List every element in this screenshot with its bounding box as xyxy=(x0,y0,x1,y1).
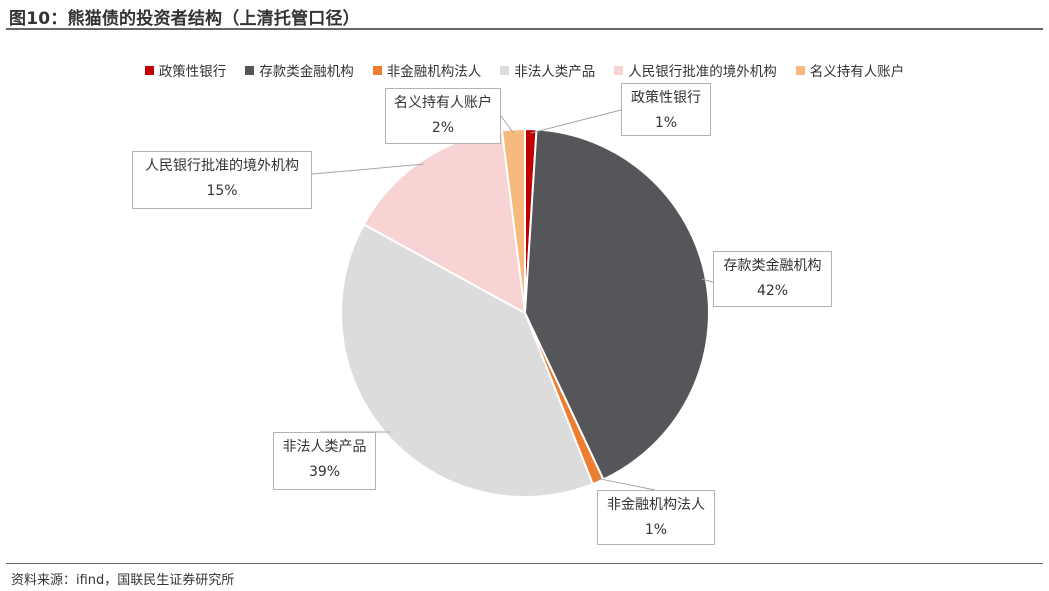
data-label-category: 政策性银行 xyxy=(631,90,701,106)
data-label-percent: 15% xyxy=(206,183,238,199)
legend-swatch xyxy=(245,65,255,75)
data-label-category: 非金融机构法人 xyxy=(607,497,705,513)
pie-slice xyxy=(500,128,526,314)
legend-label: 非金融机构法人 xyxy=(386,64,482,80)
legend-item: 非金融机构法人 xyxy=(372,60,482,80)
data-label-callout: 非法人类产品 39% xyxy=(273,432,376,490)
data-label-category: 存款类金融机构 xyxy=(723,258,822,274)
legend-item: 存款类金融机构 xyxy=(245,60,354,80)
legend-label: 存款类金融机构 xyxy=(259,64,354,80)
title-rule xyxy=(6,28,1043,30)
legend-swatch xyxy=(500,65,510,75)
data-label-category: 名义持有人账户 xyxy=(394,95,492,111)
legend-label: 政策性银行 xyxy=(158,64,227,80)
data-label-percent: 2% xyxy=(431,120,455,136)
source-rule xyxy=(6,563,1043,564)
legend-label: 人民银行批准的境外机构 xyxy=(628,64,777,80)
data-label-percent: 1% xyxy=(644,522,668,538)
data-label-callout: 名义持有人账户 2% xyxy=(385,88,501,144)
legend-item: 名义持有人账户 xyxy=(795,60,905,80)
legend-item: 政策性银行 xyxy=(144,60,227,80)
legend-item: 人民银行批准的境外机构 xyxy=(614,60,777,80)
legend-item: 非法人类产品 xyxy=(500,60,595,80)
pie-slice xyxy=(524,128,710,481)
leader-line xyxy=(311,163,424,175)
data-label-percent: 39% xyxy=(308,464,341,480)
legend-label: 名义持有人账户 xyxy=(809,64,905,80)
legend-swatch xyxy=(372,65,382,75)
pie-slice xyxy=(340,223,594,498)
data-label-percent: 1% xyxy=(654,115,678,131)
leader-line xyxy=(596,477,656,491)
legend-swatch xyxy=(614,65,624,75)
chart-legend: 政策性银行 存款类金融机构 非金融机构法人 非法人类产品 人民银行批准的境外机构 名义持有… xyxy=(0,60,1049,80)
legend-swatch xyxy=(795,65,805,75)
legend-swatch xyxy=(144,65,154,75)
legend-label: 非法人类产品 xyxy=(514,64,596,80)
data-label-category: 非法人类产品 xyxy=(282,439,367,455)
data-label-callout: 政策性银行 1% xyxy=(621,83,711,136)
leader-line xyxy=(500,115,515,134)
data-label-callout: 非金融机构法人 1% xyxy=(597,490,715,545)
figure-title: 图10：熊猫债的投资者结构（上清托管口径） xyxy=(9,9,360,29)
data-label-callout: 存款类金融机构 42% xyxy=(713,251,832,307)
data-label-callout: 人民银行批准的境外机构 15% xyxy=(132,151,312,209)
data-label-percent: 42% xyxy=(756,283,789,299)
source-note: 资料来源：ifind，国联民生证券研究所 xyxy=(11,573,235,588)
data-label-category: 人民银行批准的境外机构 xyxy=(145,158,299,174)
leader-line xyxy=(701,278,714,283)
leader-line xyxy=(530,109,622,134)
